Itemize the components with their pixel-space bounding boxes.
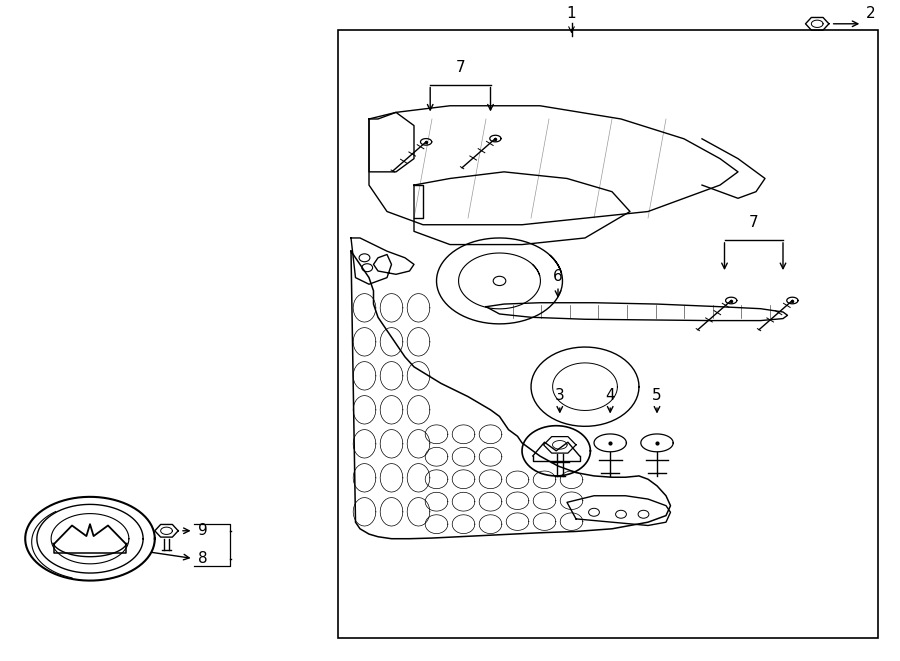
Text: 6: 6 <box>554 269 562 284</box>
Text: 9: 9 <box>198 524 208 538</box>
Text: 7: 7 <box>456 59 465 75</box>
Text: 8: 8 <box>198 551 208 566</box>
Text: 1: 1 <box>567 6 576 21</box>
Bar <box>338 30 878 638</box>
Text: 2: 2 <box>866 6 876 21</box>
Text: 3: 3 <box>555 388 564 403</box>
Text: 4: 4 <box>606 388 615 403</box>
Text: 7: 7 <box>749 215 759 230</box>
Text: 5: 5 <box>652 388 662 403</box>
